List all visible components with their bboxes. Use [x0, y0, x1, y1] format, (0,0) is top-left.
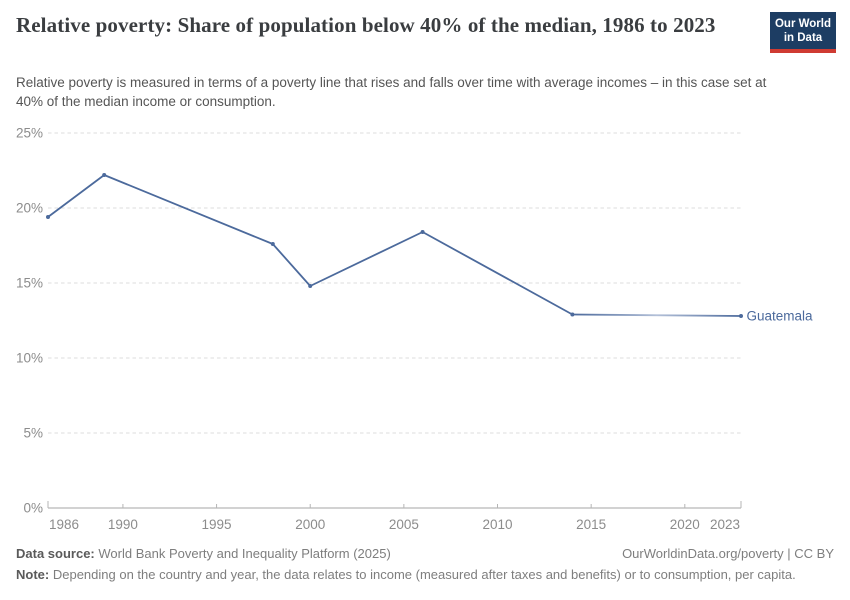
- attribution-link[interactable]: OurWorldinData.org/poverty | CC BY: [622, 546, 834, 561]
- x-tick-label: 1995: [202, 517, 232, 532]
- data-source-label: Data source:: [16, 546, 95, 561]
- y-tick-label: 5%: [23, 426, 43, 441]
- data-point[interactable]: [308, 284, 313, 288]
- x-tick-label: 2020: [670, 517, 700, 532]
- page-title: Relative poverty: Share of population be…: [16, 13, 716, 37]
- x-tick-label: 1986: [49, 517, 79, 532]
- owid-logo-line1: Our World: [774, 18, 831, 30]
- chart-subtitle: Relative poverty is measured in terms of…: [16, 75, 767, 109]
- note-text: Depending on the country and year, the d…: [52, 567, 796, 582]
- y-tick-label: 25%: [16, 126, 43, 141]
- data-point[interactable]: [420, 230, 425, 234]
- data-point[interactable]: [570, 312, 575, 317]
- y-tick-label: 20%: [16, 201, 43, 216]
- x-tick-label: 2015: [576, 517, 606, 532]
- note-label: Note:: [16, 567, 50, 582]
- x-tick-label: 2005: [389, 517, 419, 532]
- data-source-line: Data source: World Bank Poverty and Ineq…: [16, 546, 391, 561]
- owid-logo[interactable]: Our World in Data: [770, 12, 836, 54]
- series-end-label[interactable]: Guatemala: [747, 309, 814, 324]
- x-tick-label: 2023: [710, 517, 740, 532]
- data-point[interactable]: [270, 242, 275, 246]
- data-point[interactable]: [739, 314, 743, 318]
- data-line[interactable]: [47, 174, 574, 316]
- y-tick-label: 0%: [23, 501, 43, 516]
- owid-logo-line2: in Data: [783, 32, 823, 45]
- x-tick-label: 2010: [482, 517, 512, 532]
- x-tick-label: 1990: [108, 517, 138, 532]
- y-tick-label: 10%: [16, 351, 43, 366]
- data-line-interpolated[interactable]: [571, 313, 742, 317]
- data-point[interactable]: [46, 215, 50, 219]
- chart-footer: Data source: World Bank Poverty and Ineq…: [16, 546, 834, 582]
- data-point[interactable]: [102, 173, 107, 177]
- note-line: Note: Depending on the country and year,…: [16, 567, 834, 582]
- data-source-text: World Bank Poverty and Inequality Platfo…: [98, 546, 391, 561]
- x-tick-label: 2000: [295, 517, 325, 532]
- y-tick-label: 15%: [16, 276, 43, 291]
